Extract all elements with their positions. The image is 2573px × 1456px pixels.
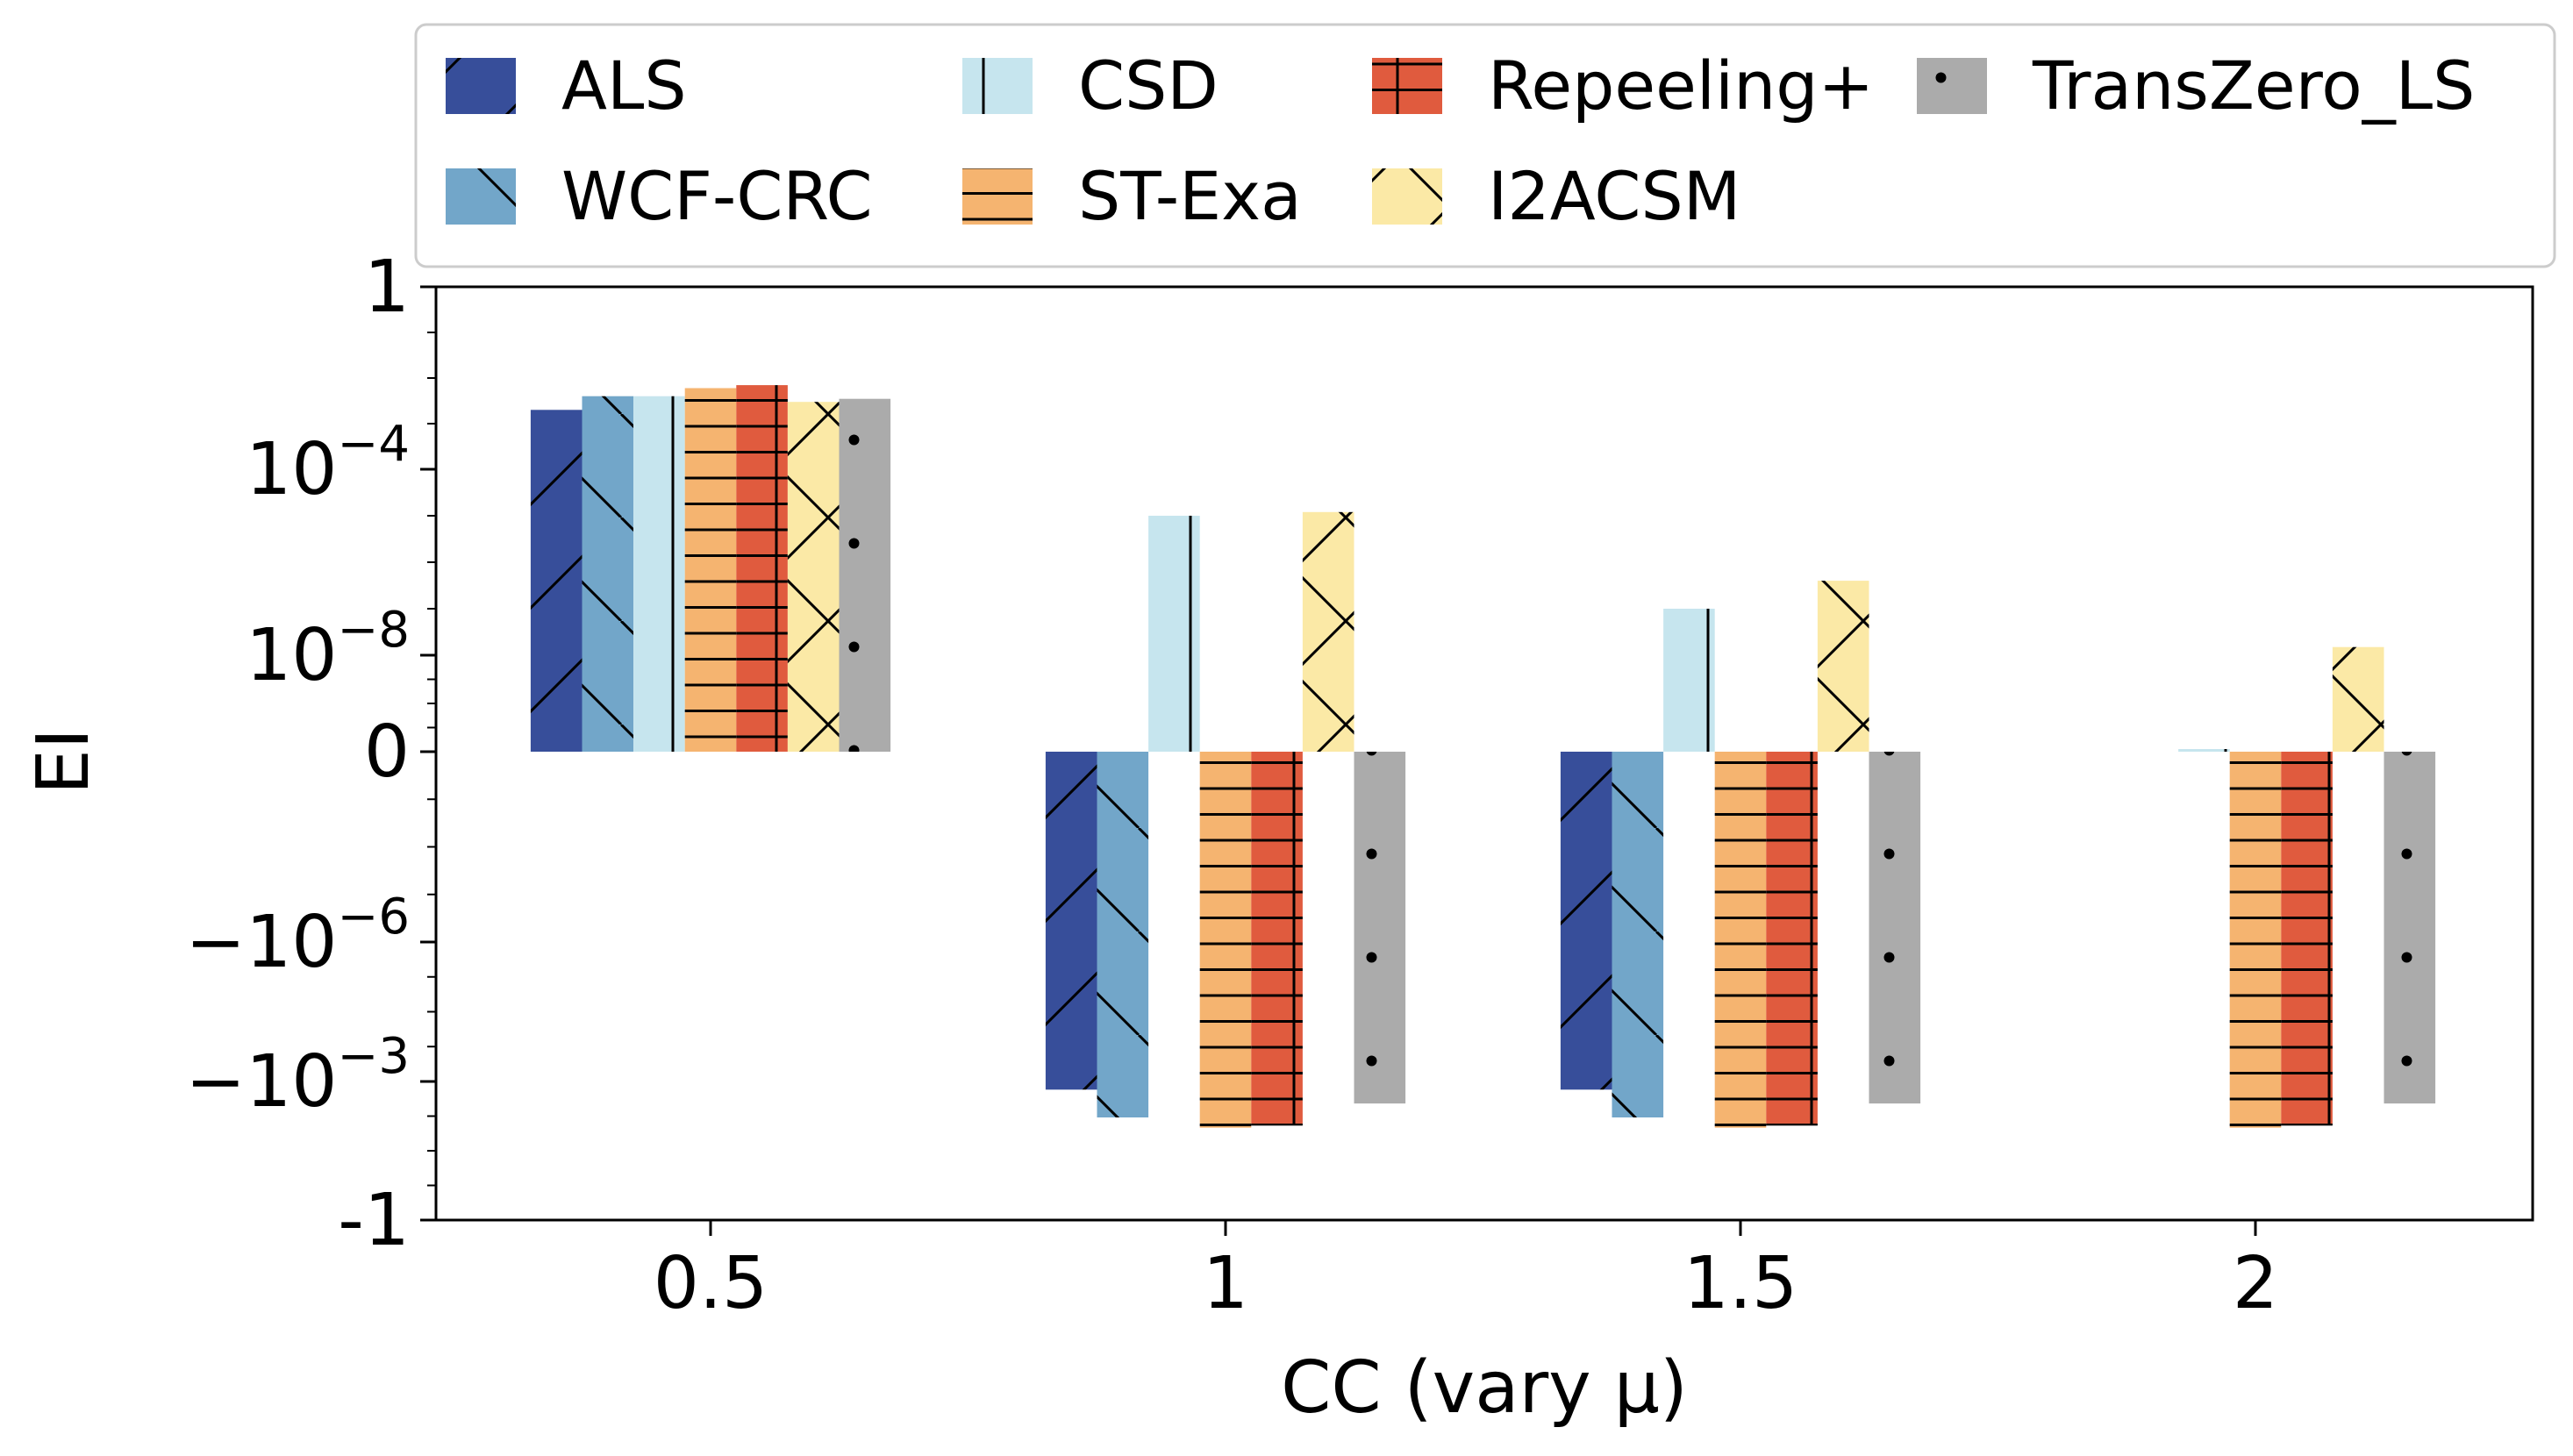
x-tick-label: 1.5 [1683,1242,1798,1325]
bar-repeeling--2 [2281,752,2333,1126]
bar-wcf-crc-1-5 [1612,752,1664,1117]
bar-i2acsm-2 [2332,646,2384,752]
legend-swatch-repeeling- [1372,58,1442,114]
y-tick-label: 0 [364,710,410,794]
y-tick-label: −10−6 [185,889,410,984]
bar-i2acsm-0-5 [787,402,840,752]
legend-swatch-transzero-ls [1917,58,1987,114]
bar-repeeling--1 [1251,752,1303,1126]
legend-label: I2ACSM [1488,157,1740,235]
x-axis-label: CC (vary μ) [1281,1346,1688,1430]
bar-i2acsm-1-5 [1817,581,1869,752]
bar-st-exa-0-5 [684,388,737,752]
bar-als-1-5 [1560,752,1612,1090]
bar-repeeling--1-5 [1766,752,1818,1126]
legend-frame [414,23,2556,268]
bar-st-exa-1-5 [1714,752,1767,1128]
y-tick-label: 10−4 [246,416,410,511]
legend: ALS WCF-CRC CSD ST-Exa Repeeling+ I2ACSM Trans… [414,23,2556,268]
bar-st-exa-2 [2229,752,2282,1128]
legend-swatch-i2acsm [1372,168,1442,225]
y-axis: 1 10−4 10−8 0 −10−6 −10−3 -1 [185,246,436,1262]
y-axis-label: EI [22,728,105,795]
bar-transzero-ls-0-5 [839,398,891,752]
bar-csd-2 [2178,749,2230,752]
bar-csd-0-5 [633,396,685,752]
bar-transzero-ls-1-5 [1869,752,1921,1104]
bar-transzero-ls-1 [1354,752,1406,1104]
bars-group [530,385,2436,1128]
x-tick-label: 2 [2233,1242,2278,1325]
bar-als-0-5 [530,410,582,752]
y-tick-label: 10−8 [246,602,410,697]
legend-label: CSD [1078,46,1219,125]
legend-swatch-st-exa [962,168,1033,225]
bar-als-1 [1045,752,1097,1090]
y-tick-label: -1 [338,1179,410,1262]
legend-label: ST-Exa [1078,157,1302,235]
bar-csd-1 [1148,516,1200,752]
legend-label: ALS [561,46,687,125]
bar-wcf-crc-0-5 [582,396,634,752]
y-tick-label: −10−3 [185,1028,410,1124]
bar-csd-1-5 [1663,609,1715,752]
legend-swatch-als [446,58,516,114]
bar-st-exa-1 [1199,752,1252,1128]
bar-repeeling--0-5 [736,385,788,752]
legend-label: TransZero_LS [2032,46,2475,125]
legend-swatch-csd [962,58,1033,114]
x-axis: 0.5 1 1.5 2 [654,1220,2278,1325]
x-tick-label: 1 [1203,1242,1248,1325]
bar-i2acsm-1 [1302,511,1354,752]
plot-frame [434,285,2534,1222]
x-tick-label: 0.5 [654,1242,768,1325]
legend-label: WCF-CRC [561,157,873,235]
bar-wcf-crc-1 [1097,752,1149,1117]
legend-label: Repeeling+ [1488,46,1874,125]
bar-transzero-ls-2 [2384,752,2436,1104]
y-tick-label: 1 [364,246,410,329]
legend-swatch-wcf-crc [446,168,516,225]
